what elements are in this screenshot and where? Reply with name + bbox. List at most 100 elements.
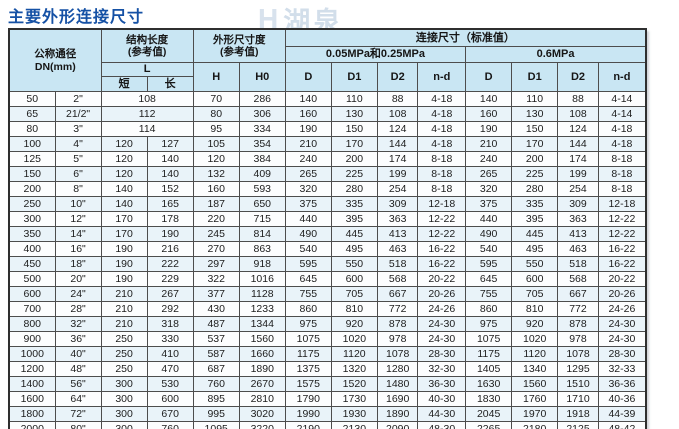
cell: 2180: [511, 421, 559, 429]
cell: 190: [146, 226, 194, 242]
cell: 250: [100, 331, 148, 347]
cell: 4-18: [417, 106, 467, 122]
cell: 210: [100, 301, 148, 317]
cell: 44-39: [597, 406, 647, 422]
cell: 470: [146, 361, 194, 377]
cell: 540: [465, 241, 513, 257]
cell: 21/2": [54, 106, 102, 122]
cell: 270: [192, 241, 240, 257]
table-row: 600 24" 210 267 377 1128 755 705 667 20-26 755 705 6…: [8, 286, 647, 302]
cell: 537: [192, 331, 240, 347]
cell: 1020: [330, 331, 378, 347]
cell: 187: [192, 196, 240, 212]
cell: 1400: [8, 376, 56, 392]
cell: 160: [192, 181, 240, 197]
cell: 40-36: [597, 391, 647, 407]
cell: 16-22: [597, 241, 647, 257]
header-H: H: [192, 62, 240, 92]
cell: 4-14: [597, 91, 647, 107]
cell: 330: [146, 331, 194, 347]
cell: 114: [100, 121, 194, 137]
cell: 978: [376, 331, 419, 347]
cell: 140: [146, 166, 194, 182]
cell: 1690: [376, 391, 419, 407]
table-row: 250 10" 140 165 187 650 375 335 309 12-18 375 335 30…: [8, 196, 647, 212]
cell: 918: [238, 256, 286, 272]
cell: 4-14: [597, 106, 647, 122]
cell: 190: [100, 271, 148, 287]
dimensions-table: 公称通径 DN(mm) 结构长度 (参考值) 外形尺寸度 (参考值) 连接尺寸（…: [8, 28, 647, 429]
cell: 1128: [238, 286, 286, 302]
cell: 44-30: [417, 406, 467, 422]
cell: 125: [8, 151, 56, 167]
cell: 1600: [8, 391, 56, 407]
cell: 88: [557, 91, 599, 107]
cell: 440: [465, 211, 513, 227]
cell: 800: [8, 316, 56, 332]
cell: 16": [54, 241, 102, 257]
cell: 14": [54, 226, 102, 242]
table-body: 50 2" 108 70 286 140 110 88 4-18 140 110 88 4-14 65 21…: [8, 91, 647, 429]
cell: 120: [100, 166, 148, 182]
cell: 20-26: [417, 286, 467, 302]
cell: 24-30: [417, 316, 467, 332]
cell: 384: [238, 151, 286, 167]
header-nd-high: n-d: [597, 62, 647, 92]
header-nd-low: n-d: [417, 62, 467, 92]
cell: 335: [330, 196, 378, 212]
cell: 152: [146, 181, 194, 197]
cell: 254: [376, 181, 419, 197]
cell: 4": [54, 136, 102, 152]
cell: 28": [54, 301, 102, 317]
cell: 1075: [465, 331, 513, 347]
table-row: 800 32" 210 318 487 1344 975 920 878 24-30 975 920 8…: [8, 316, 647, 332]
cell: 48-42: [597, 421, 647, 429]
cell: 568: [557, 271, 599, 287]
cell: 463: [557, 241, 599, 257]
cell: 24-26: [597, 301, 647, 317]
cell: 12": [54, 211, 102, 227]
table-row: 150 6" 120 140 132 409 265 225 199 8-18 265 225 199 8…: [8, 166, 647, 182]
cell: 8-18: [597, 151, 647, 167]
header-nominal-diameter-cn: 公称通径: [34, 48, 77, 61]
cell: 995: [192, 406, 240, 422]
cell: 300: [100, 406, 148, 422]
cell: 2045: [465, 406, 513, 422]
cell: 130: [511, 106, 559, 122]
cell: 377: [192, 286, 240, 302]
cell: 210: [100, 316, 148, 332]
cell: 772: [557, 301, 599, 317]
cell: 200: [330, 151, 378, 167]
cell: 687: [192, 361, 240, 377]
cell: 170: [511, 136, 559, 152]
cell: 150: [511, 121, 559, 137]
cell: 1930: [330, 406, 378, 422]
cell: 105: [192, 136, 240, 152]
cell: 978: [557, 331, 599, 347]
table-row: 80 3" 114 95 334 190 150 124 4-18 190 150 124 4-18: [8, 121, 647, 137]
cell: 12-18: [417, 196, 467, 212]
cell: 178: [146, 211, 194, 227]
cell: 755: [284, 286, 332, 302]
cell: 895: [192, 391, 240, 407]
cell: 600: [330, 271, 378, 287]
cell: 1075: [284, 331, 332, 347]
header-pressure-high: 0.6MPa: [465, 46, 647, 63]
cell: 222: [146, 256, 194, 272]
cell: 1830: [465, 391, 513, 407]
cell: 1200: [8, 361, 56, 377]
cell: 810: [330, 301, 378, 317]
cell: 920: [330, 316, 378, 332]
cell: 267: [146, 286, 194, 302]
cell: 120: [192, 151, 240, 167]
cell: 112: [100, 106, 194, 122]
cell: 1970: [511, 406, 559, 422]
cell: 320: [465, 181, 513, 197]
cell: 170: [100, 226, 148, 242]
table-row: 125 5" 120 140 120 384 240 200 174 8-18 240 200 174 8…: [8, 151, 647, 167]
cell: 225: [330, 166, 378, 182]
cell: 12-22: [597, 211, 647, 227]
cell: 20": [54, 271, 102, 287]
cell: 350: [8, 226, 56, 242]
cell: 170: [100, 211, 148, 227]
